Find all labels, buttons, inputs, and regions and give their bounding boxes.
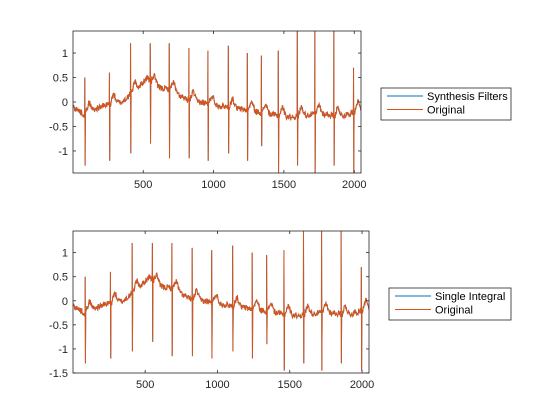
series-line-original	[73, 31, 361, 173]
y-tick-label: 0	[62, 97, 68, 109]
y-tick-label: -0.5	[49, 320, 68, 332]
legend-label: Original	[435, 305, 473, 317]
legend-label: Single Integral	[435, 291, 505, 303]
legend-label: Original	[427, 105, 465, 117]
y-tick-label: 0	[62, 296, 68, 308]
x-tick-label: 2000	[350, 379, 374, 391]
x-tick-label: 1000	[201, 179, 225, 191]
y-tick-label: -1	[58, 146, 68, 158]
y-tick-label: -1	[58, 344, 68, 356]
bottom-axes: 500 1000 1500 2000 -1.5 -1 -0.5 0 0.5 1 Single Int…	[49, 230, 512, 391]
x-tick-label: 500	[134, 179, 152, 191]
y-tick-label: 1	[62, 248, 68, 260]
series-line-original	[73, 231, 369, 371]
legend-box	[388, 287, 512, 321]
y-tick-label: -1.5	[49, 368, 68, 380]
x-tick-label: 1000	[205, 379, 229, 391]
y-tick-label: 0.5	[53, 73, 68, 85]
x-tick-label: 500	[136, 379, 154, 391]
top-axes: 500 1000 1500 2000 -1 -0.5 0 0.5 1 Synthesis Filt…	[49, 30, 512, 191]
y-tick-label: 0.5	[53, 272, 68, 284]
plot-area	[73, 31, 361, 173]
legend: Single Integral Original	[388, 287, 512, 321]
y-tick-label: 1	[62, 48, 68, 60]
x-tick-label: 1500	[272, 179, 296, 191]
legend-box	[380, 87, 512, 121]
x-tick-label: 2000	[342, 179, 366, 191]
legend-label: Synthesis Filters	[427, 91, 508, 103]
axes-box	[72, 230, 370, 374]
y-tick-label: -0.5	[49, 121, 68, 133]
x-tick-label: 1500	[278, 379, 302, 391]
legend: Synthesis Filters Original	[380, 87, 512, 121]
